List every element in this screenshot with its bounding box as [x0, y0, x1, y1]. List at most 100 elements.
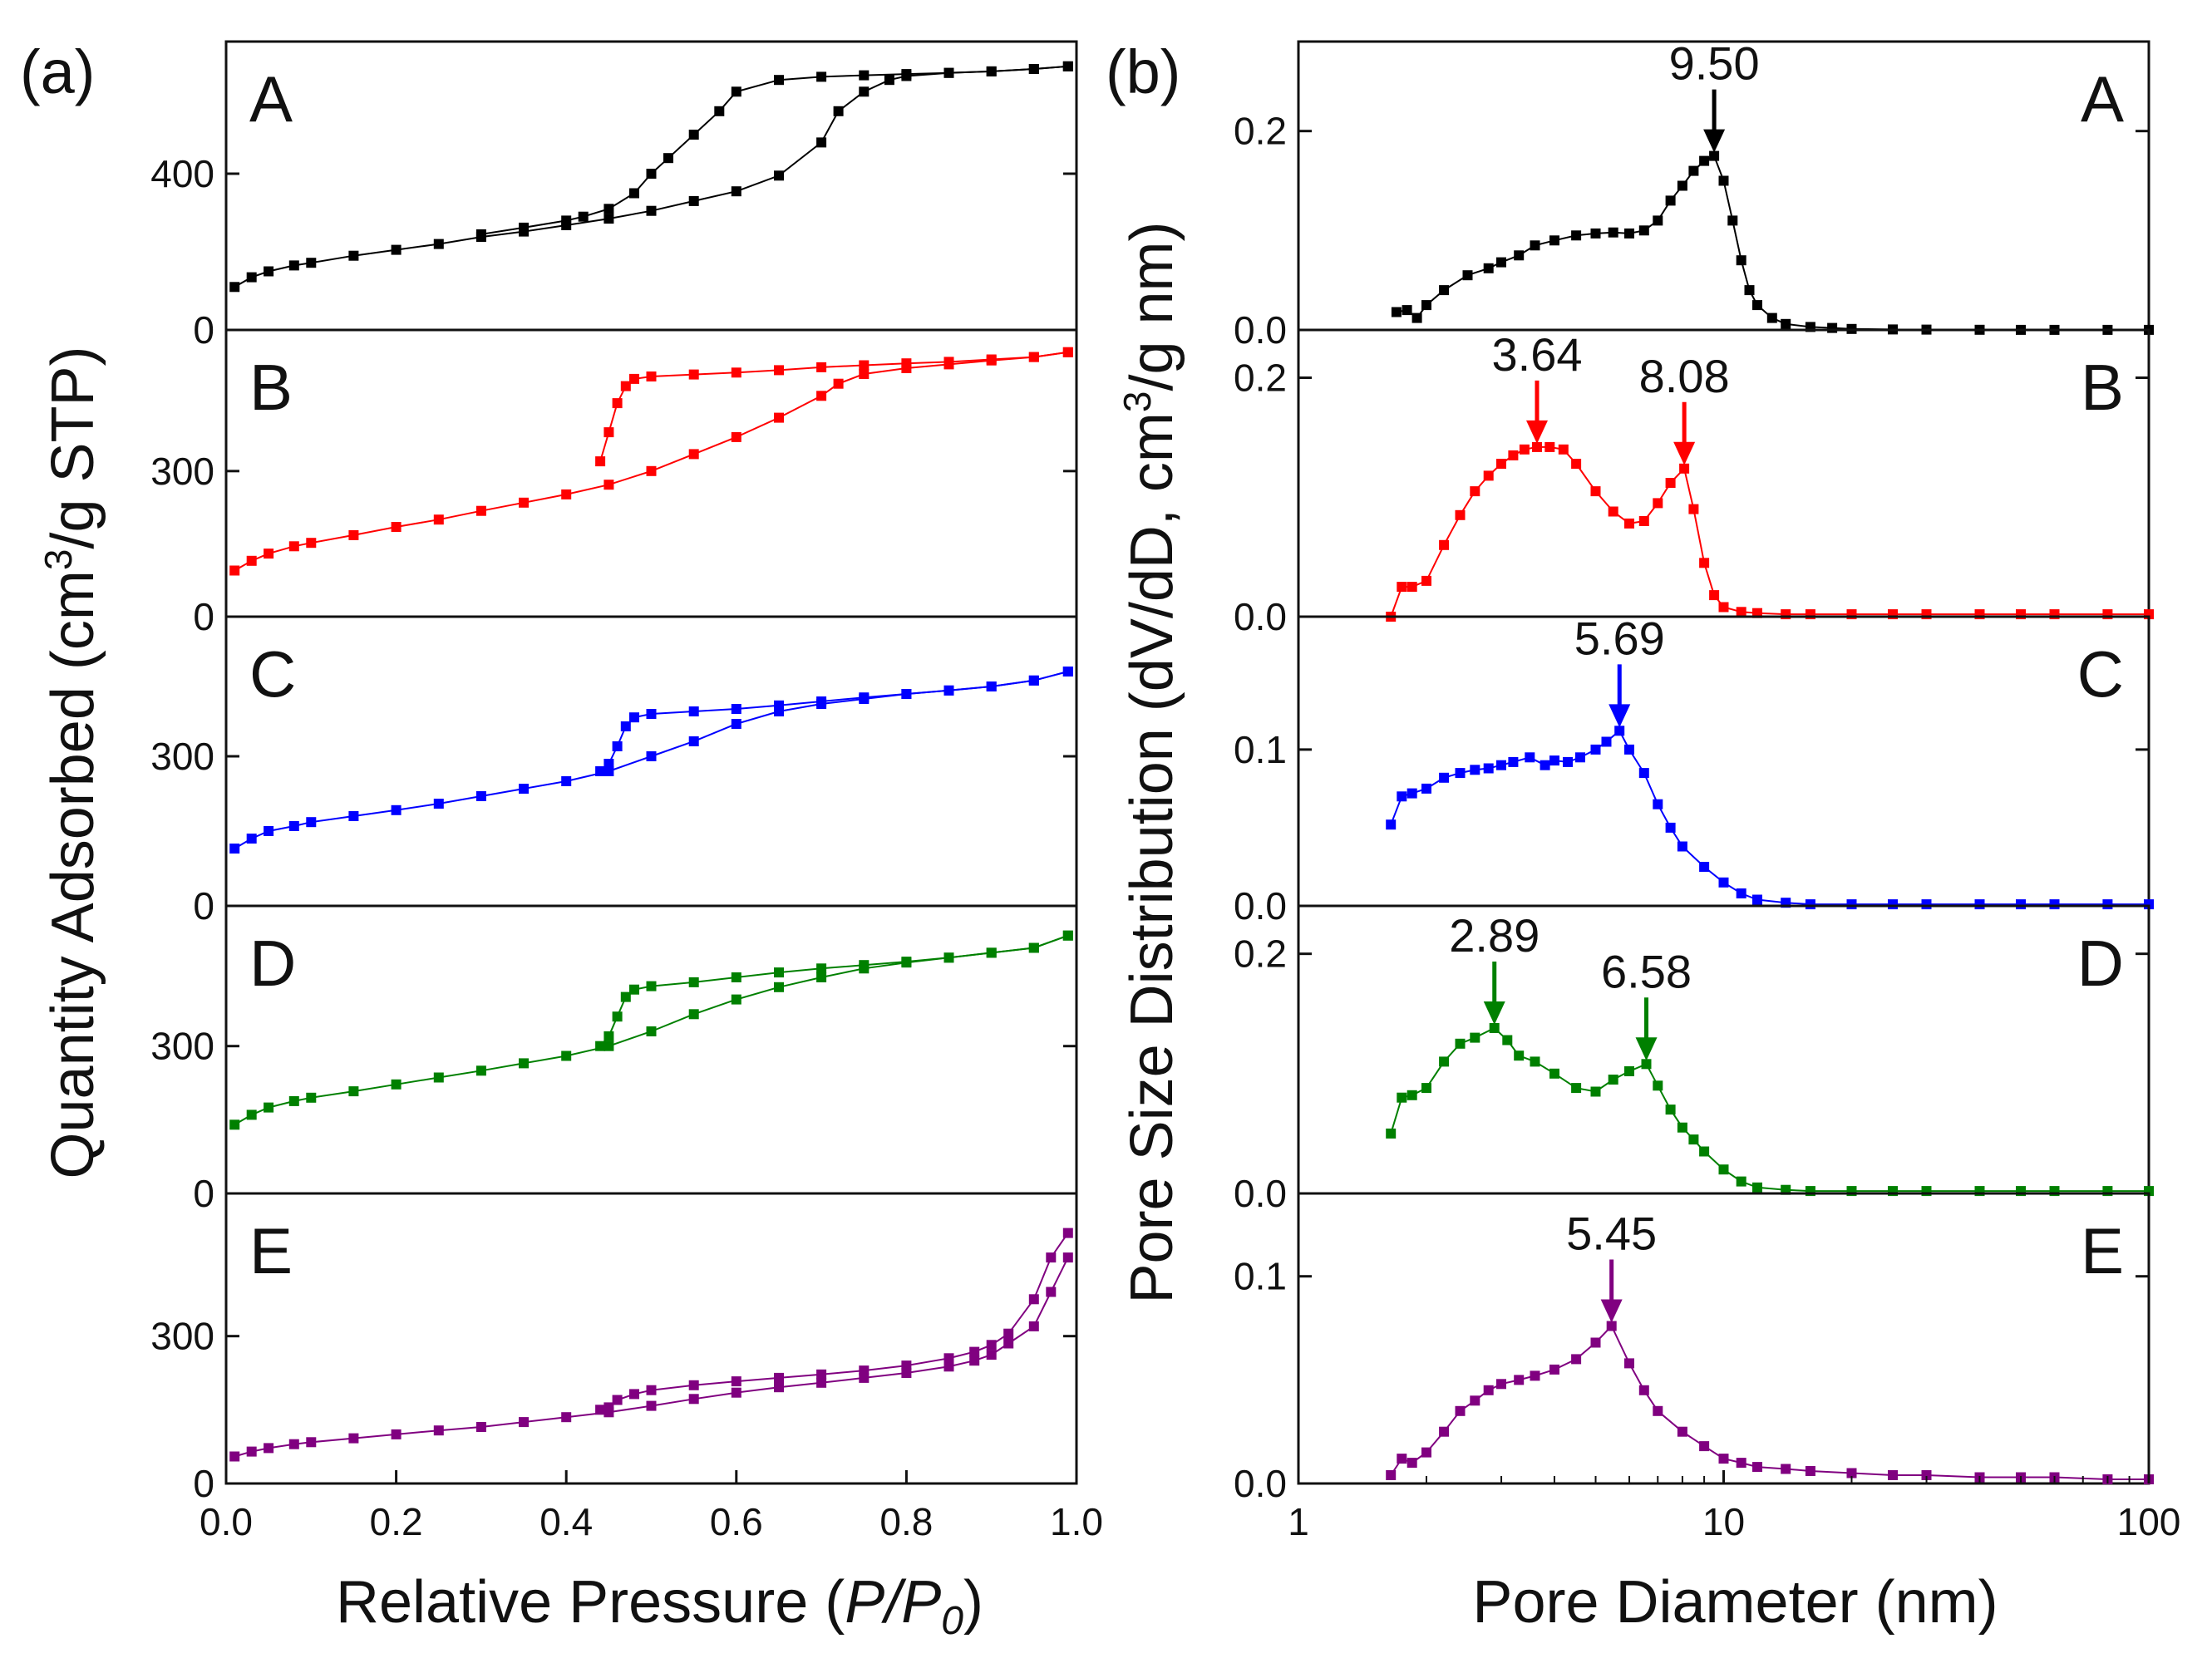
- psd-point: [1439, 772, 1450, 783]
- adsorption-point: [288, 541, 299, 552]
- desorption-point: [561, 215, 572, 226]
- desorption-point: [859, 960, 870, 971]
- psd-point: [1677, 1426, 1687, 1437]
- adsorption-point: [246, 1109, 257, 1120]
- psd-point: [1470, 1395, 1480, 1406]
- x-tick-label: 0.0: [200, 1500, 253, 1543]
- adsorption-point: [433, 799, 444, 809]
- psd-point: [1641, 1059, 1652, 1070]
- panel-frame: [1297, 615, 2150, 908]
- psd-point: [1421, 300, 1431, 311]
- y-axis-label-end: /g nm): [1119, 221, 1185, 391]
- psd-panel-a: 0.0 0.2 A 9.50: [1234, 37, 2154, 352]
- panel-label: E: [249, 1214, 293, 1287]
- adsorption-point: [306, 258, 317, 268]
- psd-point: [1575, 752, 1585, 763]
- desorption-point: [774, 365, 784, 376]
- adsorption-point: [288, 821, 299, 831]
- psd-series-line: [1396, 155, 2149, 331]
- psd-point: [1752, 300, 1762, 311]
- psd-point: [1679, 463, 1690, 474]
- desorption-point: [629, 712, 639, 723]
- psd-point: [1688, 504, 1699, 514]
- adsorption-point: [519, 1058, 529, 1069]
- psd-point: [1590, 228, 1601, 239]
- desorption-point: [603, 1402, 614, 1413]
- adsorption-point: [475, 1422, 486, 1432]
- adsorption-point: [433, 1072, 444, 1083]
- desorption-point: [816, 1369, 827, 1380]
- desorption-point: [731, 367, 741, 378]
- desorption-point: [943, 1353, 954, 1364]
- psd-point: [1402, 305, 1412, 316]
- adsorption-point: [306, 1437, 317, 1448]
- y-tick-label: 300: [150, 1025, 214, 1068]
- desorption-point: [629, 1389, 639, 1400]
- y-axis-label-end: /g STP): [40, 347, 106, 549]
- x-tick-label: 1.0: [1050, 1500, 1103, 1543]
- psd-point: [2049, 899, 2060, 910]
- panel-label: C: [249, 637, 296, 711]
- desorption-point: [646, 169, 657, 179]
- adsorption-point: [229, 1451, 240, 1462]
- adsorption-point: [603, 214, 614, 224]
- desorption-point: [595, 456, 606, 467]
- psd-panel-d: 0.0 0.2 D 2.89 6.58: [1234, 904, 2154, 1215]
- desorption-branch-line: [599, 351, 1068, 462]
- desorption-point: [943, 952, 954, 963]
- psd-point: [1508, 756, 1519, 767]
- adsorption-point: [561, 1412, 572, 1423]
- desorption-point: [629, 188, 639, 199]
- psd-point: [1496, 1379, 1506, 1390]
- adsorption-point: [774, 1382, 784, 1393]
- psd-point: [1653, 1080, 1663, 1091]
- adsorption-point: [264, 826, 274, 836]
- psd-point: [1781, 318, 1791, 329]
- psd-point: [1752, 1462, 1762, 1473]
- psd-point: [1407, 788, 1417, 799]
- psd-point: [1653, 215, 1663, 226]
- desorption-point: [629, 373, 639, 384]
- psd-point: [1496, 459, 1506, 469]
- adsorption-point: [816, 972, 827, 982]
- adsorption-point: [264, 1443, 274, 1454]
- desorption-point: [774, 75, 784, 86]
- psd-point: [1699, 1146, 1710, 1157]
- panel-label: D: [2077, 927, 2124, 1000]
- psd-point: [1407, 582, 1417, 593]
- desorption-point: [646, 371, 657, 381]
- psd-point: [1699, 558, 1710, 568]
- desorption-point: [1062, 347, 1073, 357]
- isotherm-panel-a: 0 400 A: [150, 40, 1078, 352]
- x-axis-label-italic: P/P: [845, 1569, 941, 1636]
- psd-point: [1718, 877, 1729, 888]
- psd-point: [1827, 322, 1838, 333]
- panel-frame: [1297, 1192, 2150, 1485]
- x-tick-label: 0.6: [710, 1500, 763, 1543]
- psd-point: [1571, 459, 1582, 469]
- desorption-point: [595, 1405, 606, 1415]
- psd-series-line: [1390, 445, 2149, 617]
- peak-annotation-label: 5.45: [1566, 1208, 1657, 1260]
- adsorption-point: [391, 1429, 402, 1439]
- psd-series-line: [1390, 1026, 2149, 1193]
- desorption-point: [901, 689, 912, 699]
- desorption-point: [1028, 675, 1039, 686]
- adsorption-point: [264, 266, 274, 277]
- adsorption-point: [391, 1079, 402, 1090]
- adsorption-point: [1062, 1252, 1073, 1263]
- psd-point: [1571, 230, 1582, 241]
- psd-point: [1752, 894, 1762, 905]
- psd-point: [1888, 899, 1898, 910]
- psd-point: [1888, 1470, 1898, 1480]
- adsorption-point: [816, 137, 827, 148]
- psd-point: [1508, 450, 1519, 460]
- adsorption-point: [646, 751, 657, 761]
- peak-arrow-head: [1673, 441, 1696, 465]
- panel-label: B: [249, 351, 293, 424]
- desorption-point: [1062, 667, 1073, 677]
- desorption-point: [859, 1365, 870, 1376]
- adsorption-point: [519, 784, 529, 794]
- psd-point: [1665, 822, 1676, 833]
- psd-point: [1496, 257, 1506, 268]
